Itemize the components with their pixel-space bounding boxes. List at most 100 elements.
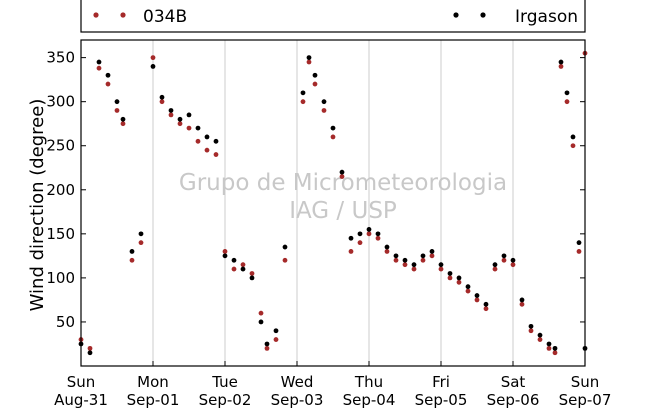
data-point	[375, 231, 381, 237]
plot-frame	[80, 39, 586, 367]
data-point	[312, 72, 318, 78]
data-point	[402, 257, 408, 263]
x-tick-label-date: Sep-07	[559, 391, 612, 409]
x-tick-label-date: Sep-06	[487, 391, 540, 409]
data-point	[87, 350, 93, 356]
legend-frame	[80, 0, 586, 33]
data-point	[576, 249, 582, 254]
data-point	[483, 306, 489, 312]
data-point	[519, 297, 525, 303]
x-tick-label-day: Sat	[501, 373, 526, 391]
data-point	[528, 328, 534, 334]
data-point	[402, 262, 408, 268]
data-point	[114, 108, 120, 113]
data-point	[492, 262, 498, 268]
data-point	[546, 341, 552, 347]
y-tick-label: 200	[46, 181, 75, 199]
x-tick-label-date: Aug-31	[54, 391, 108, 409]
x-tick-label-date: Sep-04	[343, 391, 396, 409]
legend-marker-irgason	[480, 12, 486, 18]
data-point	[186, 112, 192, 118]
legend-label-034b: 034B	[143, 7, 187, 27]
data-point	[258, 310, 264, 316]
data-point	[519, 301, 525, 307]
data-point	[150, 55, 156, 61]
data-point	[306, 55, 312, 61]
data-point	[438, 266, 444, 272]
data-point	[264, 341, 270, 347]
data-point	[195, 125, 201, 131]
data-point	[429, 249, 435, 254]
data-point	[273, 337, 279, 342]
x-tick-label-date: Sep-02	[199, 391, 252, 409]
data-point	[159, 99, 165, 105]
x-tick-label-day: Sun	[67, 373, 96, 391]
data-point	[438, 262, 444, 268]
data-point	[168, 108, 174, 113]
data-point	[570, 143, 576, 149]
data-point	[528, 323, 534, 329]
data-point	[222, 253, 228, 259]
data-point	[474, 293, 480, 298]
data-point	[348, 235, 354, 241]
data-point	[321, 99, 327, 105]
data-point	[420, 257, 426, 263]
data-point	[213, 152, 219, 157]
data-point	[300, 99, 306, 105]
data-point	[105, 81, 111, 87]
data-point	[138, 231, 144, 237]
grid-lines	[152, 40, 514, 366]
data-point	[357, 231, 363, 237]
data-points	[78, 50, 588, 356]
data-point	[537, 337, 543, 342]
data-point	[366, 231, 372, 237]
data-point	[552, 350, 558, 356]
data-point	[129, 249, 135, 254]
y-tick-label: 50	[56, 313, 75, 331]
data-point	[375, 235, 381, 241]
data-point	[258, 319, 264, 325]
x-axis-ticks: SunAug-31MonSep-01TueSep-02WedSep-03ThuS…	[54, 361, 611, 409]
data-point	[150, 64, 156, 69]
data-point	[447, 271, 453, 276]
y-axis-label: Wind direction (degree)	[27, 99, 48, 312]
y-tick-label: 100	[46, 269, 75, 287]
data-point	[105, 72, 111, 78]
series-irgason	[78, 55, 588, 356]
data-point	[492, 266, 498, 272]
data-point	[273, 328, 279, 334]
data-point	[186, 125, 192, 131]
data-point	[87, 345, 93, 351]
data-point	[558, 59, 564, 65]
data-point	[321, 108, 327, 113]
data-point	[231, 257, 237, 263]
data-point	[465, 284, 471, 290]
data-point	[168, 112, 174, 118]
y-tick-label: 150	[46, 225, 75, 243]
data-point	[564, 90, 570, 96]
data-point	[120, 121, 126, 127]
data-point	[195, 138, 201, 144]
data-point	[411, 266, 417, 272]
data-point	[222, 249, 228, 254]
data-point	[306, 59, 312, 65]
data-point	[213, 138, 219, 144]
data-point	[330, 125, 336, 131]
data-point	[411, 262, 417, 268]
data-point	[300, 90, 306, 96]
x-tick-label-day: Wed	[281, 373, 314, 391]
data-point	[96, 59, 102, 65]
data-point	[456, 275, 462, 281]
x-tick-label-date: Sep-01	[127, 391, 180, 409]
data-point	[159, 94, 165, 100]
data-point	[339, 174, 345, 179]
data-point	[576, 240, 582, 246]
y-tick-label: 350	[46, 49, 75, 67]
data-point	[510, 262, 516, 268]
data-point	[114, 99, 120, 105]
data-point	[120, 116, 126, 122]
data-point	[393, 257, 399, 263]
data-point	[357, 240, 363, 246]
data-point	[384, 249, 390, 254]
